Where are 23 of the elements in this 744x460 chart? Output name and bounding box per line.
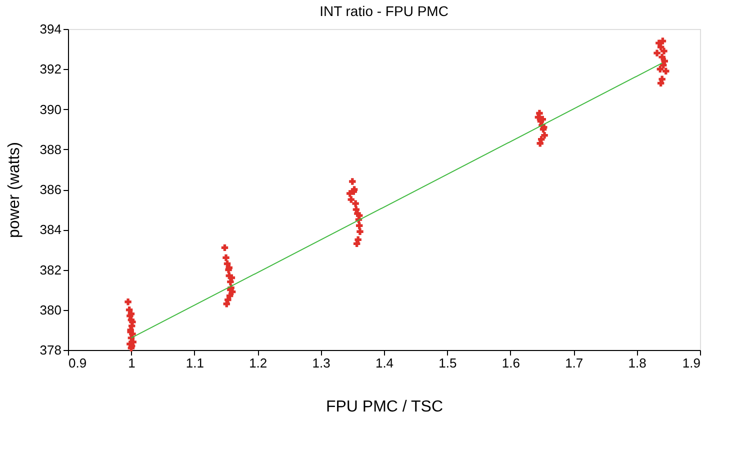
x-tick-label: 1.7 — [565, 356, 584, 370]
y-tick-label: 394 — [40, 22, 62, 36]
x-tick-label: 1.2 — [249, 356, 268, 370]
x-tick-label: 1.3 — [312, 356, 330, 370]
y-axis-title: power (watts) — [6, 142, 23, 238]
y-tick-label: 378 — [40, 342, 62, 358]
y-tick-label: 380 — [40, 302, 62, 318]
x-tick-label: 1.4 — [375, 356, 394, 370]
x-tick-label: 1.1 — [186, 356, 204, 370]
chart-title: INT ratio - FPU PMC — [320, 3, 448, 19]
y-tick-label: 390 — [40, 102, 62, 117]
y-tick-label: 392 — [40, 62, 62, 77]
y-tick-label: 384 — [40, 222, 62, 238]
x-tick-label: 1.6 — [502, 356, 520, 370]
y-tick-label: 388 — [40, 142, 62, 157]
x-axis-title: FPU PMC / TSC — [326, 398, 444, 416]
y-tick-label: 386 — [40, 182, 62, 197]
x-tick-label: 1.5 — [438, 356, 457, 370]
x-tick-label: 1.8 — [628, 356, 646, 370]
x-tick-label: 1 — [128, 356, 136, 370]
y-tick-label: 382 — [40, 262, 62, 278]
x-tick-label: 1.9 — [682, 356, 700, 370]
x-tick-label: 0.9 — [68, 356, 87, 370]
